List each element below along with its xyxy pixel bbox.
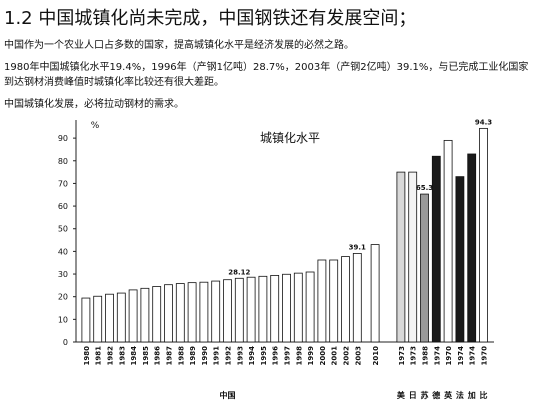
y-tick-label: 40 [58,247,68,256]
x-tick-label: 1984 [130,346,138,366]
x-tick-label: 1997 [284,346,292,366]
x-tick-label: 1973 [410,346,418,366]
x-tick-label: 2001 [331,346,339,366]
x-tick-label: 1998 [295,346,303,366]
group-label: 苏 [421,390,429,400]
y-tick-label: 30 [58,270,68,279]
x-tick-label: 1985 [142,346,150,366]
y-tick-label: 50 [58,225,68,234]
x-tick-label: 1988 [422,346,430,366]
group-label: 中国 [220,390,236,400]
y-tick-label: 20 [58,293,68,302]
x-tick-label: 1995 [260,346,268,366]
bar [105,293,114,343]
x-tick-label: 1989 [189,346,197,366]
x-tick-label: 1993 [236,346,244,366]
x-tick-label: 1988 [177,346,185,366]
x-tick-label: 1974 [433,346,441,366]
bar [81,297,91,343]
bar [152,286,162,343]
x-tick-label: 1987 [166,346,174,366]
bar [317,259,327,343]
x-tick-label: 1986 [154,346,162,366]
value-label: 28.12 [228,268,250,276]
bar [199,281,209,343]
x-tick-label: 1981 [95,346,103,366]
group-label: 美 [397,390,406,400]
y-tick-label: 60 [58,202,68,211]
y-tick-label: 0 [63,338,68,347]
bar [329,259,339,343]
y-tick-label: 90 [58,134,68,143]
bar [140,287,150,343]
bar [479,127,488,343]
bar [258,275,268,343]
paragraph: 中国作为一个农业人口占多数的国家，提高城镇化水平是经济发展的必然之路。 [4,40,354,51]
value-label: 94.3 [475,118,492,126]
bar [305,271,315,343]
bar [408,171,418,343]
x-tick-label: 1980 [83,346,91,366]
x-tick-label: 2003 [354,346,362,366]
x-tick-label: 2002 [343,346,351,366]
paragraph: 中国城镇化发展，必将拉动钢材的需求。 [4,99,184,110]
bar [211,280,221,343]
x-tick-label: 1992 [225,346,233,366]
bar [455,176,465,343]
bar [341,256,350,343]
x-tick-label: 1999 [307,346,315,366]
bar [234,277,244,343]
x-tick-label: 1996 [272,346,280,366]
y-tick-label: 10 [58,315,68,324]
x-tick-label: 2010 [372,346,380,366]
group-label: 加 [467,390,476,400]
bar [282,273,291,343]
chart-title: 城镇化水平 [260,131,320,145]
x-tick-label: 1970 [481,346,489,366]
bar [293,272,303,343]
group-label: 英 [443,390,453,400]
bar [443,139,453,343]
bar [246,276,256,343]
x-tick-label: 1990 [201,346,209,366]
bar [431,155,441,343]
x-tick-label: 1970 [445,346,453,366]
group-label: 比 [480,390,488,400]
bar [352,253,362,343]
bar [187,282,197,343]
bar [370,244,380,343]
x-tick-label: 1973 [398,346,406,366]
bar [116,292,126,343]
bar [164,284,173,343]
y-tick-label: 70 [58,179,68,188]
paragraph: 1980年中国城镇化水平19.4%，1996年（产钢1亿吨）28.7%，2003… [4,62,529,88]
x-tick-label: 1991 [213,346,221,366]
x-tick-label: 1994 [248,346,256,366]
bar [175,283,185,343]
bar [128,289,138,343]
bar [467,153,477,343]
bar [420,193,429,343]
group-label: 德 [432,390,440,400]
group-label: 法 [456,390,464,400]
x-tick-label: 1974 [469,346,477,366]
bar [396,171,406,343]
x-tick-label: 1983 [118,346,126,366]
bar [223,279,232,343]
x-tick-label: 1974 [457,346,465,366]
group-label: 日 [409,391,417,400]
y-unit: % [91,121,100,131]
x-tick-label: 2000 [319,346,327,366]
value-label: 39.1 [349,243,366,251]
value-label: 65.3 [416,184,433,192]
bar [93,295,103,343]
bar [270,274,280,343]
x-tick-label: 1982 [107,346,115,366]
page-title: 1.2 中国城镇化尚未完成，中国钢铁还有发展空间； [4,8,417,29]
y-tick-label: 80 [58,157,68,166]
